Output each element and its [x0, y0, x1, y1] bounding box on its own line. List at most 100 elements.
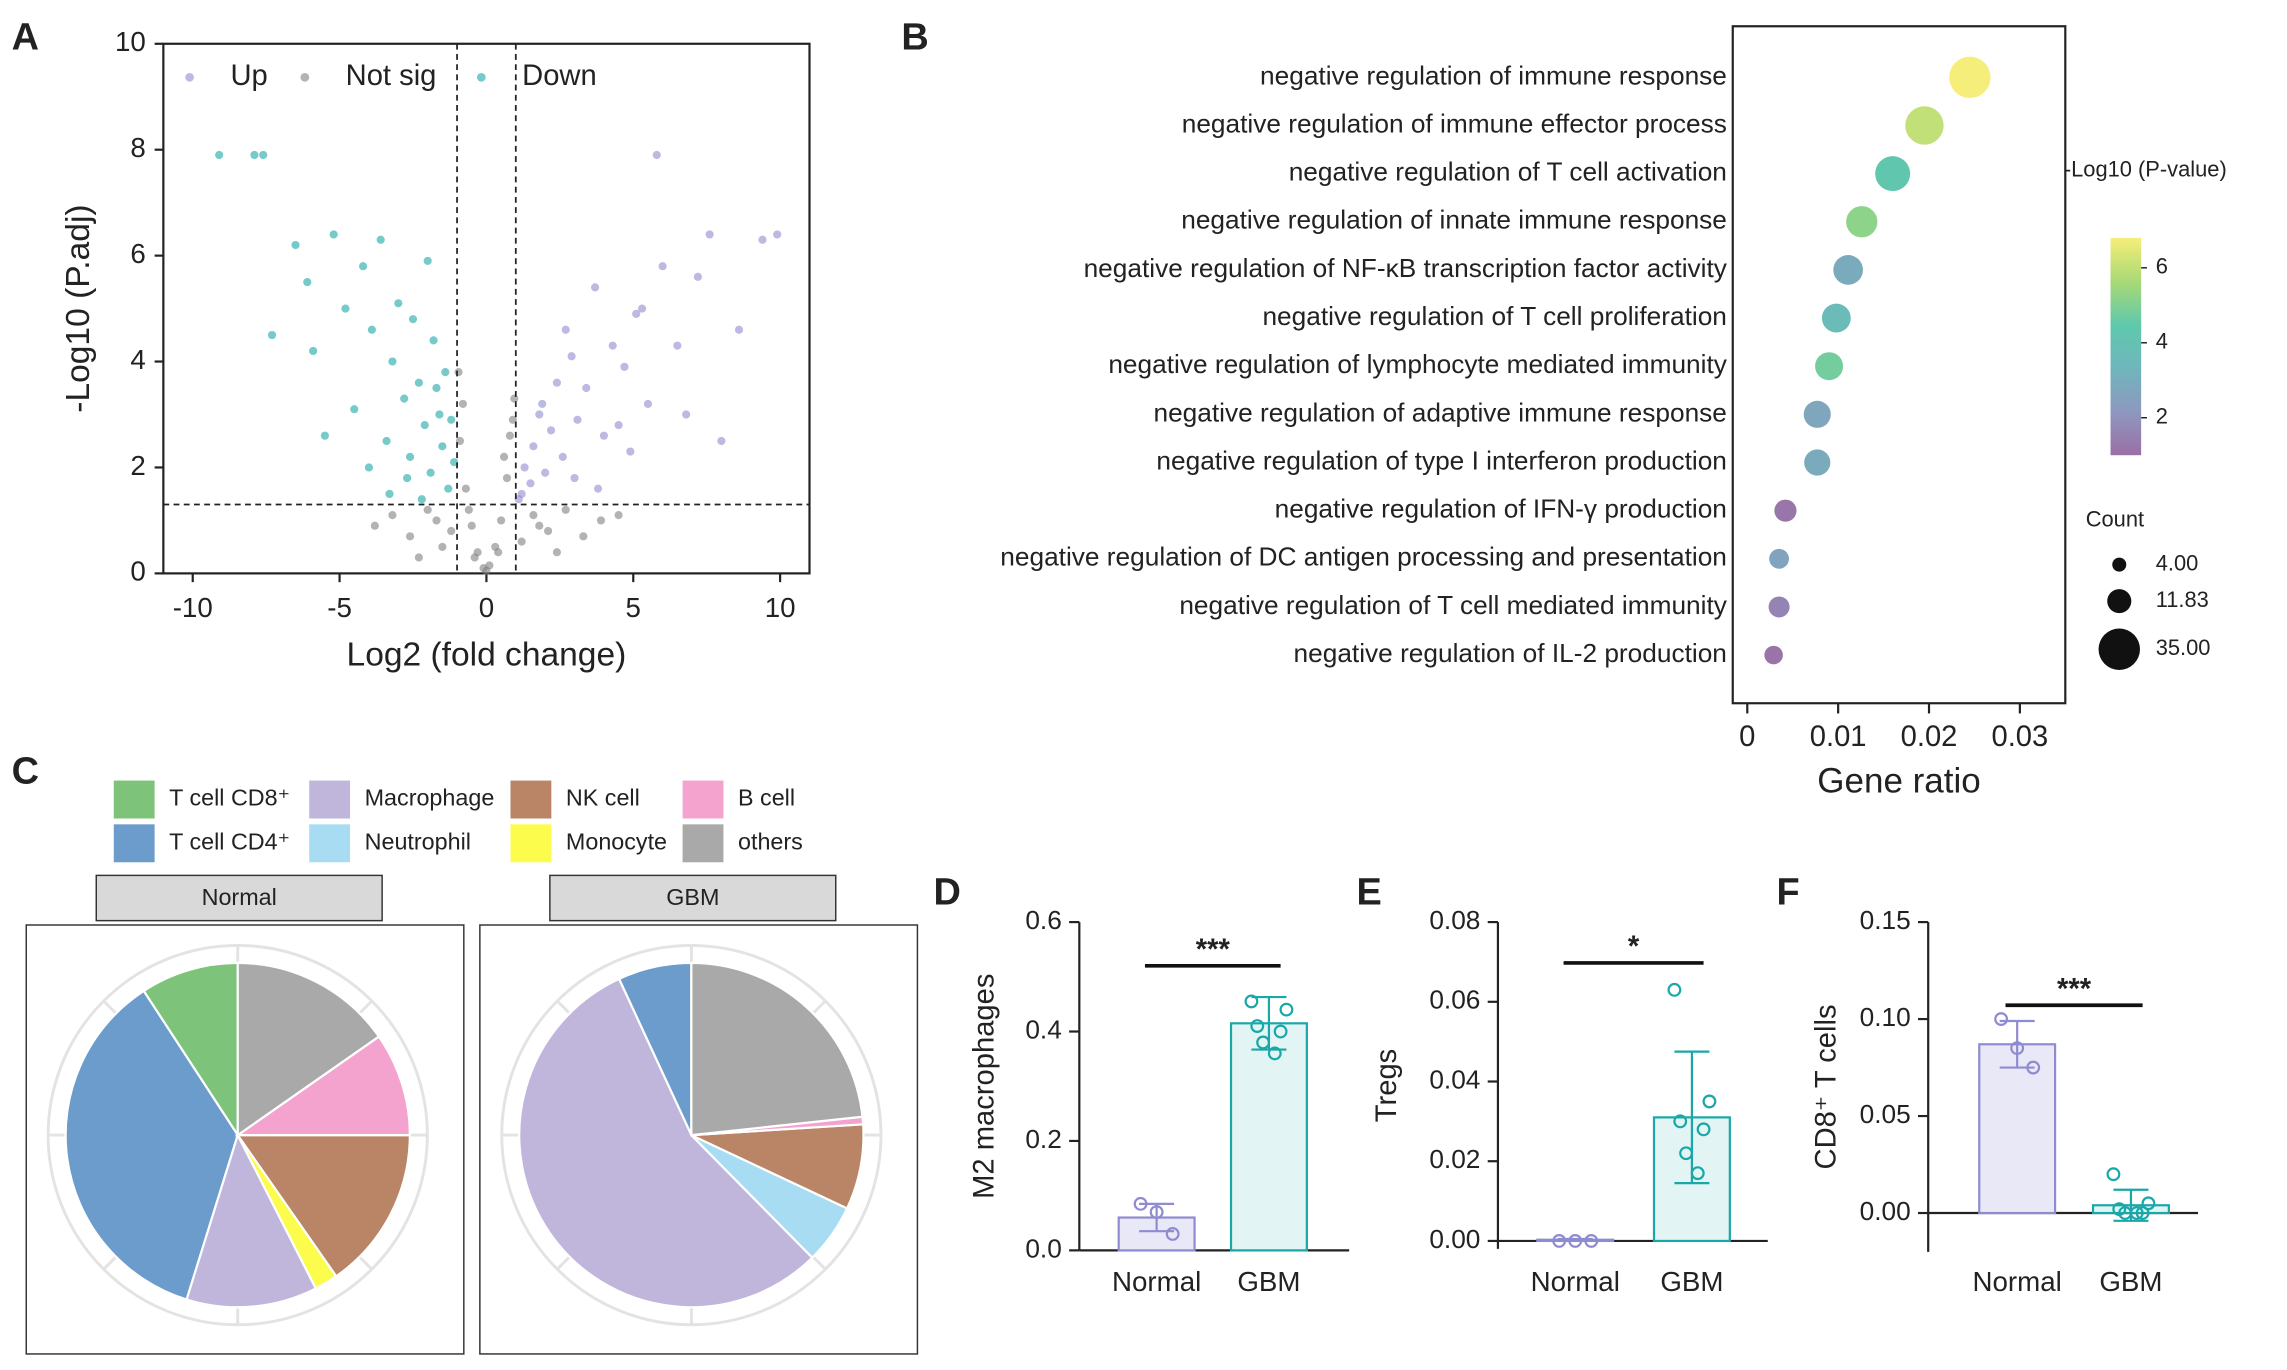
x-tick-label: Normal [1112, 1266, 1201, 1297]
point [626, 447, 635, 456]
legend-marker [185, 72, 194, 82]
point [734, 325, 744, 334]
point [2141, 1196, 2156, 1211]
pie-slice [142, 961, 239, 1139]
point [1696, 1122, 1711, 1137]
point [215, 150, 224, 160]
point [438, 542, 447, 551]
x-tick-label: 0.02 [1901, 721, 1958, 753]
point [417, 495, 426, 504]
y-tick-label: 10 [115, 26, 146, 57]
bubble [1905, 106, 1944, 145]
legend-swatch [682, 824, 724, 863]
pie-slice [64, 989, 239, 1301]
point [514, 495, 523, 504]
y-tick-label: 0.05 [1860, 1099, 1911, 1129]
point [1256, 1035, 1271, 1050]
point [414, 378, 423, 387]
point [2135, 1206, 2150, 1220]
pie-slice [235, 1134, 411, 1278]
x-tick-label: 10 [765, 592, 796, 623]
y-tick-label: 8 [130, 132, 145, 163]
point [435, 410, 444, 419]
bubble [1769, 548, 1789, 569]
pie-slice [518, 977, 814, 1309]
point [1679, 1146, 1694, 1161]
point [309, 346, 318, 356]
y-tick-label: 0.0 [1025, 1233, 1061, 1263]
point [388, 511, 397, 520]
point [561, 505, 570, 514]
point [596, 516, 606, 525]
y-axis-title: CD8⁺ T cells [1810, 1004, 1842, 1169]
point [464, 505, 473, 514]
y-tick-label: negative regulation of immune effector p… [1182, 108, 1727, 138]
point [608, 341, 617, 350]
point [614, 511, 623, 520]
point [510, 394, 519, 403]
point [1667, 982, 1682, 997]
point [2129, 1206, 2144, 1220]
point [291, 240, 300, 250]
point [541, 468, 550, 477]
point [705, 230, 714, 239]
point [426, 468, 435, 477]
point [423, 256, 432, 265]
panel-label: B [901, 16, 928, 58]
y-tick-label: negative regulation of type I interferon… [1156, 445, 1727, 475]
legend-label: T cell CD4⁺ [169, 828, 290, 854]
size-legend-marker [2098, 628, 2140, 670]
y-tick-label: negative regulation of adaptive immune r… [1154, 397, 1727, 427]
x-tick-label: 5 [626, 592, 641, 623]
point [558, 452, 567, 461]
point [652, 150, 661, 160]
size-legend-label: 35.00 [2156, 635, 2211, 660]
point [438, 442, 447, 451]
point [376, 235, 385, 244]
x-tick-label: -5 [327, 592, 352, 623]
point [632, 309, 641, 318]
panel-label: F [1777, 871, 1800, 913]
point [538, 399, 547, 408]
y-tick-label: 0.00 [1860, 1196, 1911, 1226]
colorbar-title: -Log10 (P-value) [2064, 156, 2227, 181]
plot-frame [1731, 25, 2067, 705]
point [497, 516, 506, 525]
points [215, 150, 782, 575]
point [364, 463, 374, 472]
y-tick-label: 2 [130, 450, 145, 481]
y-tick-label: 0.00 [1429, 1224, 1480, 1254]
point [1273, 1024, 1288, 1039]
point [682, 410, 691, 419]
point [303, 278, 312, 287]
point [329, 230, 338, 239]
y-tick-label: negative regulation of DC antigen proces… [1000, 542, 1727, 572]
legend-swatch [510, 780, 552, 819]
y-tick-label: negative regulation of T cell proliferat… [1262, 301, 1726, 331]
legend-label: Down [522, 60, 597, 92]
y-tick-label: 0.02 [1429, 1144, 1480, 1174]
panel-label: E [1356, 871, 1381, 913]
x-tick-label: 0.03 [1992, 721, 2049, 753]
point [1244, 994, 1259, 1009]
panel-label: C [12, 750, 39, 792]
point [1133, 1196, 1148, 1211]
bubble [1815, 352, 1844, 381]
x-tick-label: 0 [1739, 721, 1755, 753]
point [1702, 1094, 1717, 1109]
size-legend-label: 11.83 [2156, 587, 2209, 612]
point [1584, 1234, 1599, 1248]
y-axis-title: M2 macrophages [969, 974, 1001, 1199]
point [405, 452, 415, 461]
colorbar-tick-label: 2 [2156, 404, 2168, 429]
significance-label: *** [2057, 973, 2092, 1005]
legend-swatch [309, 824, 351, 863]
point [593, 484, 603, 493]
point [2010, 1041, 2025, 1056]
legend-label: others [738, 828, 803, 854]
x-tick-label: GBM [1660, 1266, 1723, 1297]
point [414, 553, 423, 562]
strip [549, 874, 837, 922]
legend-swatch [113, 780, 155, 819]
